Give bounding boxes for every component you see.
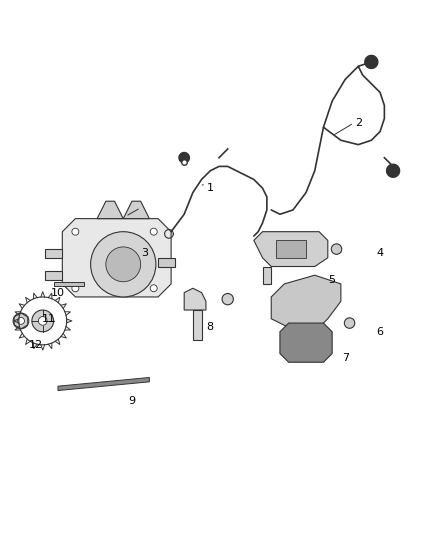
Circle shape [72, 228, 79, 235]
Polygon shape [45, 249, 62, 258]
Text: 2: 2 [355, 118, 362, 128]
Polygon shape [184, 288, 206, 310]
Circle shape [39, 317, 47, 325]
Polygon shape [97, 201, 123, 219]
Circle shape [150, 285, 157, 292]
Polygon shape [45, 271, 62, 279]
Polygon shape [53, 282, 84, 286]
Polygon shape [158, 258, 176, 266]
Polygon shape [365, 55, 378, 68]
Text: 10: 10 [51, 288, 65, 297]
Polygon shape [254, 232, 328, 266]
Polygon shape [193, 310, 201, 341]
Polygon shape [271, 275, 341, 332]
Circle shape [18, 318, 25, 325]
Polygon shape [179, 152, 189, 163]
Circle shape [344, 318, 355, 328]
Text: 11: 11 [42, 314, 56, 324]
Circle shape [32, 310, 53, 332]
Text: 8: 8 [207, 322, 214, 333]
Polygon shape [280, 323, 332, 362]
Polygon shape [165, 230, 173, 238]
Circle shape [13, 313, 29, 329]
Polygon shape [276, 240, 306, 258]
Text: 9: 9 [128, 397, 135, 407]
Circle shape [222, 294, 233, 305]
Text: 1: 1 [207, 183, 214, 193]
Text: 7: 7 [342, 353, 349, 363]
Polygon shape [262, 266, 271, 284]
Text: 5: 5 [328, 274, 336, 285]
Circle shape [150, 228, 157, 235]
Polygon shape [62, 219, 171, 297]
Polygon shape [58, 377, 149, 391]
Circle shape [72, 285, 79, 292]
Text: 12: 12 [29, 340, 43, 350]
Circle shape [106, 247, 141, 282]
Circle shape [331, 244, 342, 254]
Polygon shape [387, 164, 399, 177]
Text: 4: 4 [377, 248, 384, 259]
Circle shape [91, 232, 156, 297]
Text: 3: 3 [141, 248, 148, 259]
Polygon shape [123, 201, 149, 219]
Text: 6: 6 [377, 327, 384, 337]
